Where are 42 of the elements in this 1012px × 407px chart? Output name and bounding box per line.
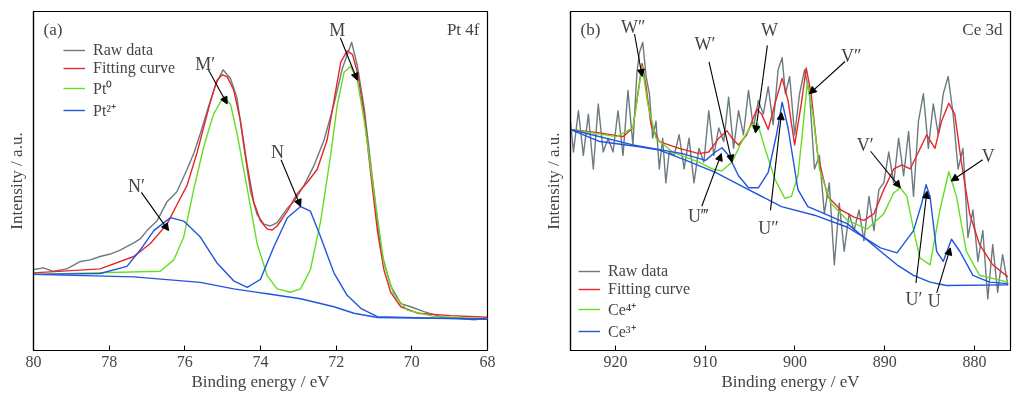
x-tick-label: 76 bbox=[176, 352, 193, 370]
legend-label: Ce⁴⁺ bbox=[608, 300, 637, 320]
annotation: M bbox=[329, 20, 346, 41]
text: (a) bbox=[43, 19, 63, 39]
x-tick-label: 78 bbox=[101, 352, 118, 370]
annotation: M′ bbox=[195, 53, 216, 74]
x-tick-label: 80 bbox=[25, 352, 42, 370]
x-tick-label: 920 bbox=[603, 352, 628, 370]
legend-label: Pt⁰ bbox=[93, 79, 113, 99]
x-tick-label: 68 bbox=[479, 352, 496, 370]
annotation: U bbox=[927, 290, 941, 311]
legend-label: Pt²⁺ bbox=[93, 101, 117, 121]
x-tick-label: 70 bbox=[403, 352, 420, 370]
annotation: W′ bbox=[694, 34, 716, 55]
y-axis-title: Intensity / a.u. bbox=[543, 132, 563, 230]
x-tick-label: 910 bbox=[693, 352, 718, 370]
legend-label: Fitting curve bbox=[608, 280, 691, 298]
annotation: W″ bbox=[620, 16, 646, 37]
x-axis-title: Binding energy / eV bbox=[721, 371, 861, 391]
x-tick-label: 890 bbox=[872, 352, 897, 370]
legend-label: Fitting curve bbox=[93, 59, 176, 77]
x-tick-label: 880 bbox=[962, 352, 987, 370]
text: (b) bbox=[580, 19, 601, 39]
chart-title: Pt 4f bbox=[446, 19, 480, 39]
annotation: V″ bbox=[841, 45, 862, 66]
annotation: N′ bbox=[128, 175, 146, 196]
chart-title: Ce 3d bbox=[962, 19, 1003, 39]
annotation: U″ bbox=[758, 217, 779, 238]
x-tick-label: 72 bbox=[328, 352, 345, 370]
y-axis-title: Intensity / a.u. bbox=[6, 132, 26, 230]
annotation: U‴ bbox=[688, 205, 710, 226]
x-tick-label: 74 bbox=[252, 352, 269, 370]
annotation: V′ bbox=[856, 134, 874, 155]
annotation: V bbox=[981, 146, 995, 166]
annotation: N bbox=[271, 141, 285, 162]
legend-label: Raw data bbox=[93, 41, 153, 59]
annotation: U′ bbox=[905, 289, 923, 310]
annotation: W bbox=[760, 19, 778, 40]
x-tick-label: 900 bbox=[782, 352, 807, 370]
legend-label: Ce³⁺ bbox=[608, 322, 636, 342]
legend-label: Raw data bbox=[608, 262, 668, 280]
x-axis-title: Binding energy / eV bbox=[191, 371, 331, 391]
